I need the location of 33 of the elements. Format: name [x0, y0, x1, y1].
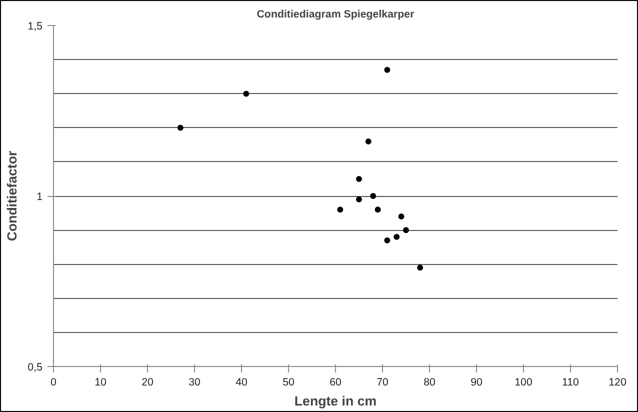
- x-tick-label: 100: [514, 376, 532, 388]
- x-tick-label: 90: [470, 376, 482, 388]
- chart-title: Conditiediagram Spiegelkarper: [256, 8, 414, 20]
- point: [403, 227, 409, 234]
- point: [356, 176, 362, 182]
- point: [370, 193, 376, 199]
- x-tick-label: 50: [282, 376, 294, 388]
- x-tick-label: 110: [562, 376, 580, 388]
- x-tick-label: 30: [188, 376, 200, 388]
- point: [417, 264, 424, 271]
- point: [384, 66, 390, 73]
- x-tick-label: 0: [50, 376, 57, 388]
- point: [243, 90, 250, 97]
- y-axis-title: Conditiefactor: [4, 150, 20, 242]
- point: [356, 196, 362, 202]
- point: [374, 206, 381, 213]
- y-tick-label: 1: [36, 191, 43, 203]
- x-tick-label: 70: [376, 376, 388, 388]
- point: [384, 237, 390, 244]
- point: [337, 206, 344, 213]
- point: [394, 234, 400, 240]
- y-tick-label: 1,5: [28, 20, 43, 32]
- x-tick-label: 10: [94, 376, 106, 388]
- point: [398, 213, 404, 220]
- x-tick-label: 120: [608, 376, 626, 388]
- x-tick-label: 80: [424, 376, 436, 388]
- point: [177, 124, 184, 131]
- x-axis-title: Lengte in cm: [294, 394, 377, 408]
- point: [365, 138, 372, 144]
- x-tick-label: 60: [330, 376, 342, 388]
- x-tick-label: 20: [142, 376, 154, 388]
- y-tick-label: 0,5: [28, 362, 43, 374]
- x-tick-label: 40: [236, 376, 248, 388]
